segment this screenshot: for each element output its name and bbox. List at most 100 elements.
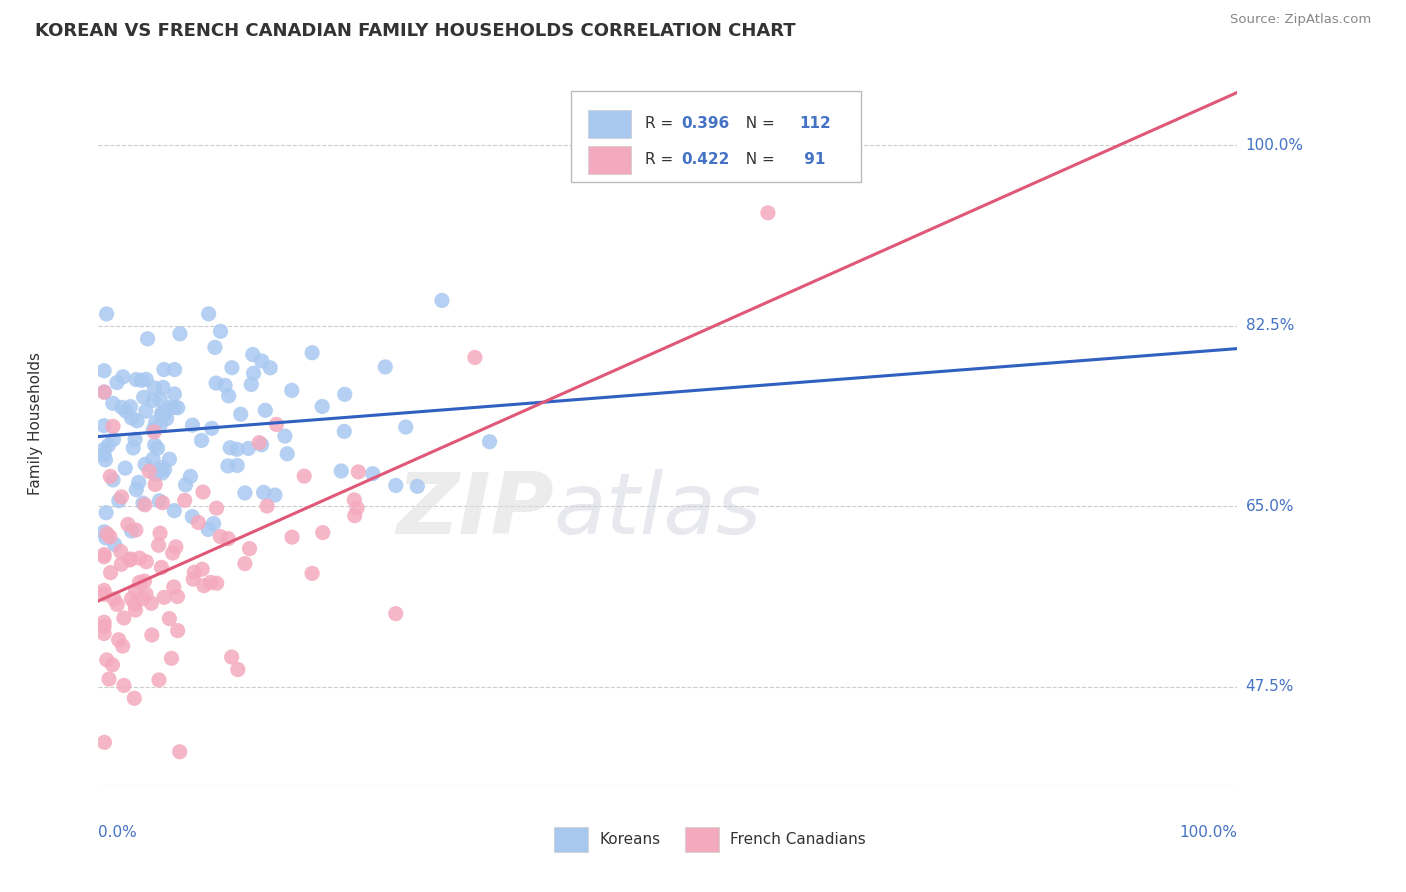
Text: 100.0%: 100.0% [1246, 137, 1303, 153]
Point [143, 425, 166, 439]
Point [276, 447, 298, 461]
Point [93, 626, 115, 640]
Point [169, 745, 191, 759]
Point [94, 531, 117, 545]
Point [148, 538, 170, 552]
Point [173, 493, 195, 508]
Text: 47.5%: 47.5% [1246, 680, 1294, 694]
Point [153, 407, 176, 421]
Point [219, 441, 242, 455]
FancyBboxPatch shape [554, 827, 588, 852]
Point [118, 553, 141, 567]
Point [141, 596, 163, 610]
Point [256, 499, 278, 513]
Point [153, 462, 176, 476]
Point [156, 402, 179, 417]
Point [121, 524, 143, 538]
Point [149, 417, 172, 432]
Point [301, 345, 323, 359]
Point [134, 498, 156, 512]
Point [406, 479, 429, 493]
Text: 100.0%: 100.0% [1180, 825, 1237, 839]
Point [93, 549, 115, 564]
Text: N =: N = [737, 116, 780, 131]
Point [201, 421, 224, 435]
Point [250, 438, 273, 452]
Point [361, 467, 384, 481]
Point [93, 615, 115, 630]
Point [97, 438, 120, 452]
Text: Koreans: Koreans [599, 831, 661, 847]
Point [266, 417, 288, 432]
Point [105, 376, 128, 390]
Point [163, 580, 186, 594]
Point [166, 401, 188, 415]
Point [157, 612, 180, 626]
Point [94, 453, 117, 467]
Point [205, 376, 228, 390]
Point [125, 414, 148, 428]
Point [110, 558, 132, 572]
Point [93, 548, 115, 562]
Point [132, 390, 155, 404]
Point [311, 400, 333, 414]
Text: R =: R = [645, 153, 678, 168]
Point [103, 433, 125, 447]
Point [384, 607, 406, 621]
Point [181, 509, 204, 524]
Point [238, 442, 260, 456]
Text: 91: 91 [799, 153, 825, 168]
Point [218, 389, 240, 403]
Point [229, 407, 252, 421]
Point [93, 524, 115, 539]
Point [101, 473, 124, 487]
Point [301, 566, 323, 581]
Point [312, 525, 335, 540]
Point [209, 324, 232, 338]
Point [125, 523, 148, 537]
Point [124, 691, 146, 706]
Point [93, 364, 115, 378]
Point [111, 639, 134, 653]
Point [163, 503, 186, 517]
Point [159, 452, 181, 467]
Point [128, 575, 150, 590]
Text: 112: 112 [799, 116, 831, 131]
Point [132, 496, 155, 510]
Point [478, 434, 501, 449]
Point [104, 537, 127, 551]
Point [146, 442, 169, 456]
Point [330, 464, 353, 478]
Point [111, 401, 134, 415]
Point [217, 458, 239, 473]
Point [101, 419, 124, 434]
Point [150, 560, 173, 574]
Point [343, 508, 366, 523]
Point [197, 523, 219, 537]
Point [145, 415, 167, 429]
Point [128, 551, 150, 566]
Point [93, 583, 115, 598]
Point [105, 598, 128, 612]
Text: KOREAN VS FRENCH CANADIAN FAMILY HOUSEHOLDS CORRELATION CHART: KOREAN VS FRENCH CANADIAN FAMILY HOUSEHO… [35, 22, 796, 40]
Point [124, 583, 146, 598]
Point [135, 555, 157, 569]
Point [160, 651, 183, 665]
Point [163, 387, 186, 401]
Point [159, 401, 181, 415]
Text: 0.422: 0.422 [682, 153, 730, 168]
Text: 0.396: 0.396 [682, 116, 730, 131]
Point [93, 418, 115, 433]
Point [134, 574, 156, 588]
Text: 0.0%: 0.0% [98, 825, 138, 839]
Point [143, 438, 166, 452]
Point [221, 360, 243, 375]
Text: R =: R = [645, 116, 678, 131]
Point [135, 372, 157, 386]
Point [217, 532, 239, 546]
Point [101, 657, 124, 672]
Point [247, 435, 270, 450]
Point [93, 385, 115, 400]
Point [430, 293, 453, 308]
Point [264, 488, 287, 502]
